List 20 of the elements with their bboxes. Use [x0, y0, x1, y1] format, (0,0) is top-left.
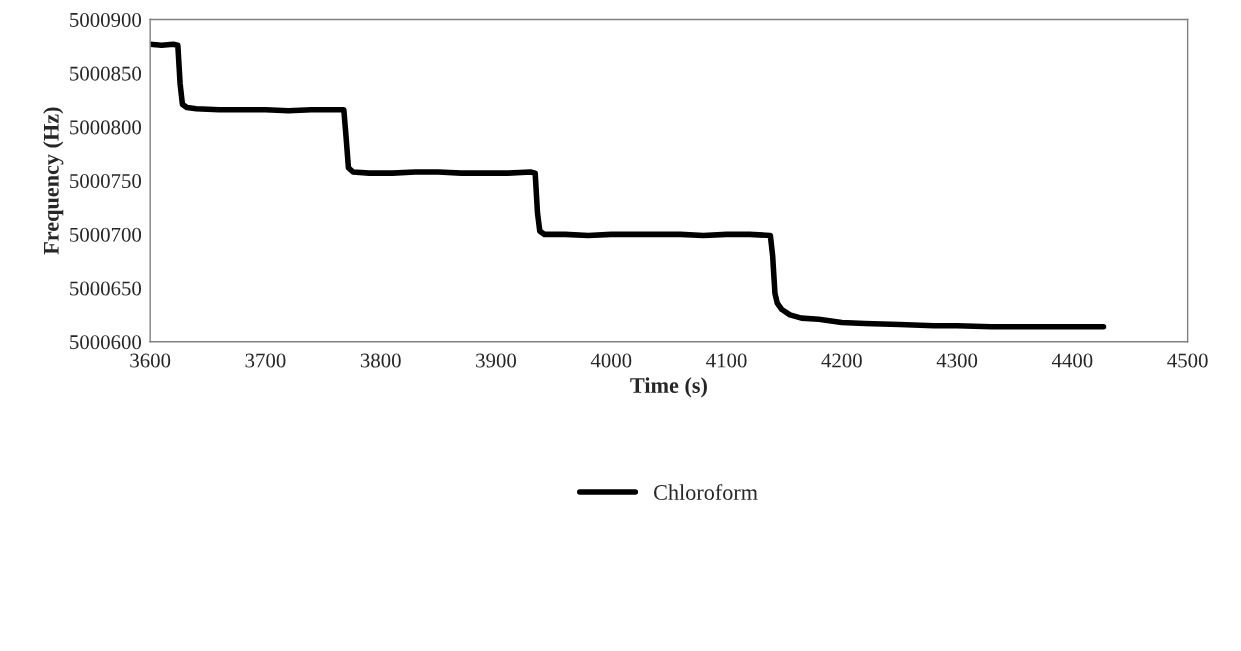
y-tick-label: 5000850 [70, 66, 142, 81]
y-tick-label: 5000800 [70, 120, 142, 135]
x-tick-label: 4100 [706, 353, 747, 368]
x-tick-label: 3900 [476, 353, 517, 368]
x-tick-label: 4000 [590, 353, 632, 368]
x-tick-label: 4500 [1167, 353, 1208, 368]
y-axis-title: Frequency (Hz) [43, 107, 64, 255]
x-tick-label: 3600 [130, 353, 171, 368]
x-tick-label: 4300 [936, 353, 978, 368]
y-tick-label: 5000700 [70, 227, 142, 242]
x-axis-title: Time (s) [630, 377, 707, 398]
x-tick-label: 3700 [245, 353, 286, 368]
x-tick-label: 4400 [1051, 353, 1093, 368]
y-tick-label: 5000900 [70, 12, 142, 27]
y-tick-label: 5000600 [70, 335, 142, 350]
y-tick-label: 5000750 [70, 174, 142, 189]
x-tick-label: 4200 [821, 353, 862, 368]
y-tick-label: 5000650 [70, 281, 142, 296]
legend-label: Chloroform [654, 484, 758, 500]
x-tick-label: 3800 [360, 353, 401, 368]
